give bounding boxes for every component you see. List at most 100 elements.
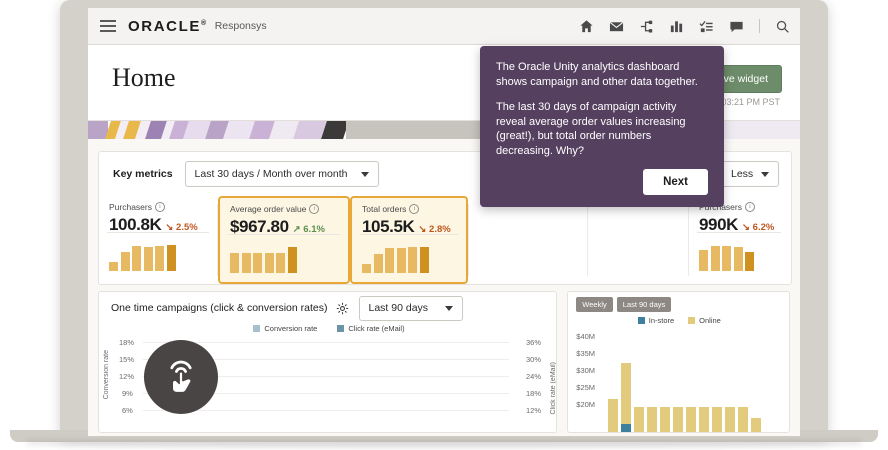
sales-y-tick: $40M	[576, 332, 596, 341]
campaign-y2-tick: 36%	[525, 338, 541, 347]
band-segment	[321, 121, 349, 139]
app-screen: ORACLE® Responsys	[88, 8, 800, 436]
campaign-y-axis-title: Conversion rate	[103, 350, 110, 400]
dashboard-body: Key metrics Last 30 days / Month over mo…	[88, 139, 800, 436]
laptop-shadow	[26, 441, 862, 447]
sales-panel: Weekly Last 90 days In-store Online $40M	[567, 291, 790, 433]
campaign-y-tick: 12%	[119, 372, 135, 381]
metric-card-purchasers[interactable]: Purchasers i 100.8K ↘ 2.5%	[99, 196, 217, 284]
campaign-y-tick: 6%	[122, 406, 133, 415]
sales-tab-weekly[interactable]: Weekly	[576, 297, 613, 312]
header-timestamp: Today at 03:21 PM PST	[684, 97, 780, 107]
metric-delta: ↗ 6.1%	[292, 224, 325, 235]
checklist-icon[interactable]	[699, 19, 714, 34]
info-icon[interactable]: i	[409, 204, 420, 214]
page-title: Home	[112, 63, 176, 92]
campaigns-panel: One time campaigns (click & conversion r…	[98, 291, 558, 433]
card-separator	[468, 204, 469, 276]
campaigns-legend: Conversion rate Click rate (eMail)	[99, 324, 556, 333]
gear-icon[interactable]	[336, 302, 349, 315]
tap-gesture-icon[interactable]	[144, 340, 218, 414]
callout-paragraph-1: The Oracle Unity analytics dashboard sho…	[496, 61, 698, 88]
metric-card-title: Purchasers	[699, 202, 742, 212]
density-value: Less	[731, 168, 754, 180]
chevron-down-icon	[360, 171, 369, 177]
campaigns-range-select[interactable]: Last 90 days	[358, 295, 463, 321]
sales-bar	[725, 407, 736, 432]
sales-bar	[686, 407, 697, 432]
info-icon[interactable]: i	[155, 202, 165, 212]
key-metrics-panel: Key metrics Last 30 days / Month over mo…	[98, 151, 792, 285]
metric-card-total-orders[interactable]: Total orders i 105.5K ↘ 2.8%	[350, 196, 468, 284]
sales-tab-last-90-days[interactable]: Last 90 days	[616, 297, 672, 312]
metric-value-row: 100.8K ↘ 2.5%	[109, 215, 207, 235]
legend-label: Click rate (eMail)	[348, 324, 405, 333]
campaign-y2-axis-title: Click rate (eMail)	[550, 362, 557, 415]
sales-legend: In-store Online	[568, 316, 789, 325]
sales-tabs: Weekly Last 90 days	[576, 297, 672, 312]
metric-card-list: Purchasers i 100.8K ↘ 2.5%	[99, 196, 791, 284]
sales-bar	[660, 407, 671, 432]
metric-value-row: 105.5K ↘ 2.8%	[362, 217, 456, 237]
metric-card-title-row: Purchasers i	[109, 202, 207, 212]
key-metrics-toolbar: Key metrics Last 30 days / Month over mo…	[99, 152, 791, 196]
envelope-icon[interactable]	[609, 19, 624, 34]
app-topbar: ORACLE® Responsys	[88, 8, 800, 45]
bar-chart-icon[interactable]	[669, 19, 684, 34]
legend-item-online[interactable]: Online	[688, 316, 721, 325]
key-metrics-range-select[interactable]: Last 30 days / Month over month	[184, 161, 379, 187]
metric-sparkline	[230, 243, 338, 273]
gridline	[143, 376, 509, 377]
gridline	[143, 342, 509, 343]
metric-delta: ↘ 2.5%	[165, 222, 198, 233]
key-metrics-label: Key metrics	[113, 168, 173, 180]
campaigns-title: One time campaigns (click & conversion r…	[111, 302, 328, 314]
metric-card-title-row: Total orders i	[362, 204, 456, 214]
card-separator	[217, 204, 218, 276]
chat-icon[interactable]	[729, 19, 744, 34]
onboarding-callout: The Oracle Unity analytics dashboard sho…	[480, 46, 724, 208]
sales-bar	[608, 399, 619, 432]
info-icon[interactable]: i	[309, 204, 320, 214]
sales-bar	[712, 407, 723, 432]
callout-next-button[interactable]: Next	[643, 169, 708, 196]
oracle-wordmark: ORACLE	[128, 17, 201, 35]
campaigns-header: One time campaigns (click & conversion r…	[99, 292, 556, 324]
sales-y-tick: $25M	[576, 383, 596, 392]
home-icon[interactable]	[579, 19, 594, 34]
band-segment	[88, 121, 108, 139]
metric-card-purchasers-right[interactable]: Purchasers i 990K ↘ 6.2%	[689, 196, 789, 284]
metric-value: 100.8K	[109, 215, 162, 234]
card-divider	[107, 232, 209, 233]
metric-card-average-order-value[interactable]: Average order value i $967.80 ↗ 6.1%	[218, 196, 350, 284]
oracle-logo: ORACLE®	[128, 18, 208, 35]
registered-mark: ®	[200, 19, 208, 27]
legend-item-conversion-rate[interactable]: Conversion rate	[253, 324, 317, 333]
metric-card-hidden-a[interactable]	[469, 196, 587, 284]
hamburger-icon[interactable]	[100, 20, 116, 32]
card-divider	[697, 232, 781, 233]
flow-icon[interactable]	[639, 19, 654, 34]
chevron-down-icon	[761, 171, 769, 177]
info-icon[interactable]: i	[745, 202, 755, 212]
campaign-y2-tick: 18%	[525, 389, 541, 398]
metric-sparkline	[699, 241, 779, 271]
metric-delta: ↘ 6.2%	[742, 222, 775, 233]
search-icon[interactable]	[775, 19, 790, 34]
metric-value: 105.5K	[362, 217, 415, 236]
chevron-down-icon	[444, 305, 453, 311]
legend-item-in-store[interactable]: In-store	[637, 316, 674, 325]
product-name: Responsys	[214, 20, 267, 32]
legend-item-click-rate[interactable]: Click rate (eMail)	[337, 324, 405, 333]
density-select[interactable]: Less	[721, 161, 779, 187]
legend-swatch	[688, 317, 696, 324]
legend-swatch	[337, 325, 345, 332]
sales-bar	[634, 407, 645, 432]
gridline	[143, 393, 509, 394]
callout-paragraph-2: The last 30 days of campaign activity re…	[496, 100, 686, 158]
campaign-y2-tick: 12%	[525, 406, 541, 415]
metric-value: $967.80	[230, 217, 289, 236]
metric-card-hidden-b[interactable]	[588, 196, 688, 284]
metric-card-title-row: Purchasers i	[699, 202, 779, 212]
campaign-y2-tick: 24%	[525, 372, 541, 381]
